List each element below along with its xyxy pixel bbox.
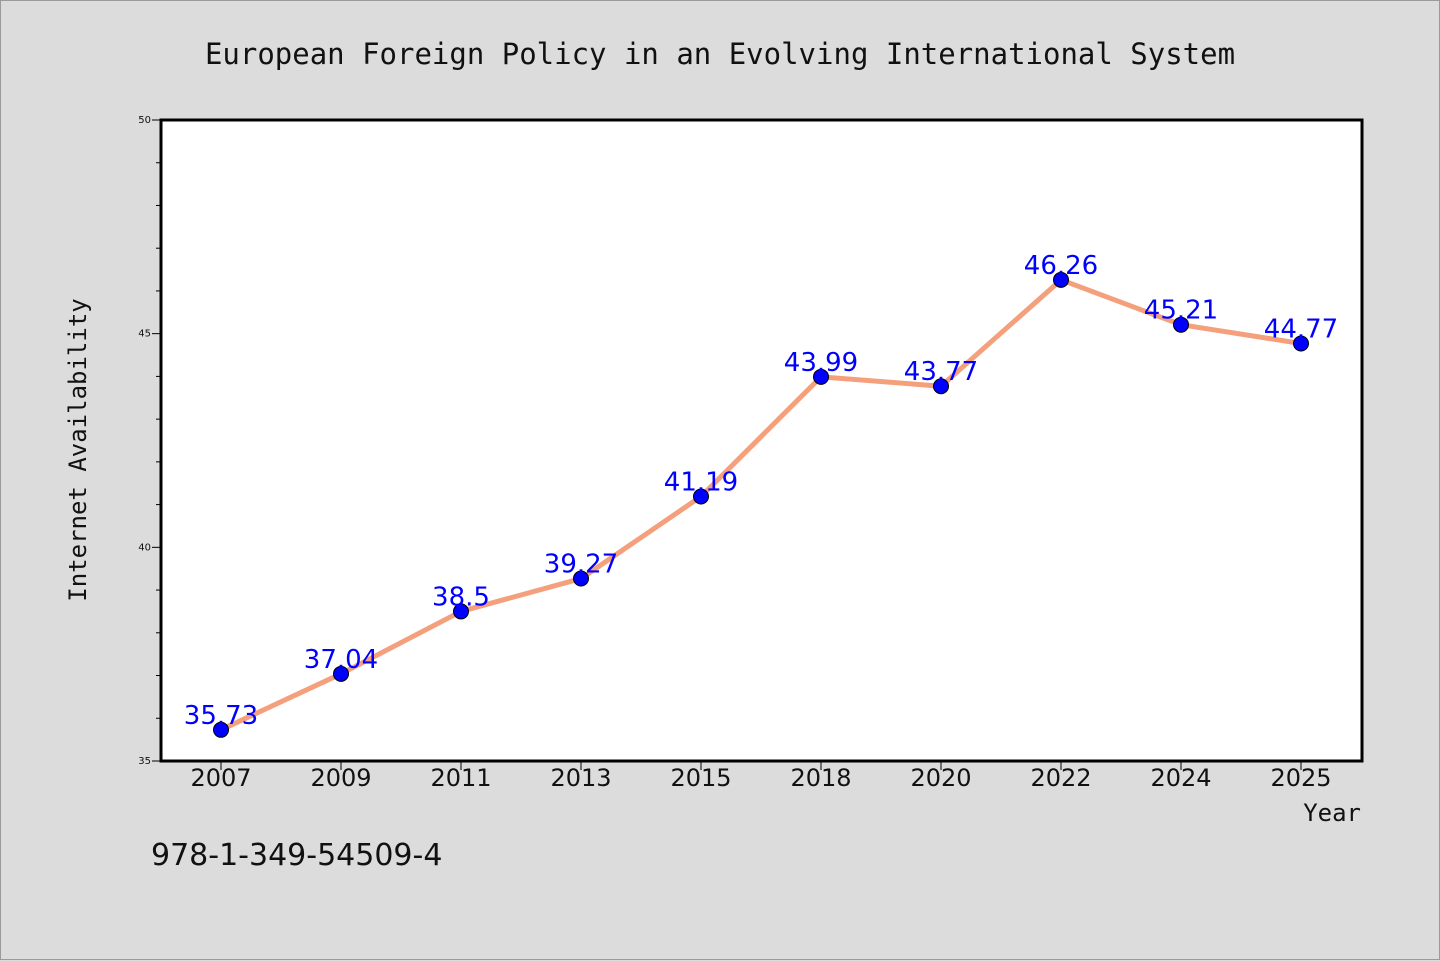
data-point (1293, 335, 1309, 352)
series-line (218, 277, 1304, 733)
data-label: 41.19 (664, 467, 738, 497)
x-tick-label: 2015 (670, 764, 731, 792)
data-point (933, 378, 949, 395)
data-point (693, 488, 709, 505)
x-axis: 2007 2009 2011 2013 2015 2018 2020 2022 2024 2025 (190, 762, 1332, 792)
y-axis: 35 40 45 50 (138, 115, 160, 767)
series-layer: 35.73 37.04 38.5 39.27 41.19 43.99 43.77 46.26 4… (184, 251, 1338, 738)
y-tick-label: 50 (138, 115, 151, 126)
data-label: 43.99 (784, 348, 858, 378)
data-point (453, 603, 469, 620)
y-tick-label: 40 (138, 542, 151, 553)
x-tick-label: 2013 (550, 764, 611, 792)
x-tick-label: 2024 (1150, 764, 1211, 792)
data-point (1053, 271, 1069, 288)
data-point (333, 665, 349, 682)
y-tick-label: 45 (138, 329, 151, 340)
data-label: 38.5 (432, 582, 490, 612)
data-label: 44.77 (1264, 314, 1338, 344)
data-point (573, 570, 589, 587)
data-label: 35.73 (184, 701, 258, 731)
plot-area (159, 118, 1364, 763)
x-axis-label: Year (1303, 799, 1361, 827)
x-tick-label: 2009 (310, 764, 371, 792)
data-label: 46.26 (1024, 251, 1098, 281)
data-label: 39.27 (544, 550, 618, 580)
y-axis-label: Internet Availability (64, 298, 92, 601)
data-label: 43.77 (904, 357, 978, 387)
x-tick-label: 2022 (1030, 764, 1091, 792)
x-tick-label: 2018 (790, 764, 851, 792)
x-tick-label: 2007 (190, 764, 251, 792)
data-label: 45.21 (1144, 296, 1218, 326)
data-point (1173, 316, 1189, 333)
data-point (213, 721, 229, 738)
x-tick-label: 2025 (1270, 764, 1331, 792)
y-tick-label: 35 (138, 756, 151, 767)
data-label: 37.04 (304, 645, 378, 675)
data-point (813, 368, 829, 385)
x-tick-label: 2020 (910, 764, 971, 792)
isbn-annotation: 978-1-349-54509-4 (151, 838, 442, 873)
chart-title: European Foreign Policy in an Evolving I… (205, 37, 1235, 71)
x-tick-label: 2011 (430, 764, 491, 792)
